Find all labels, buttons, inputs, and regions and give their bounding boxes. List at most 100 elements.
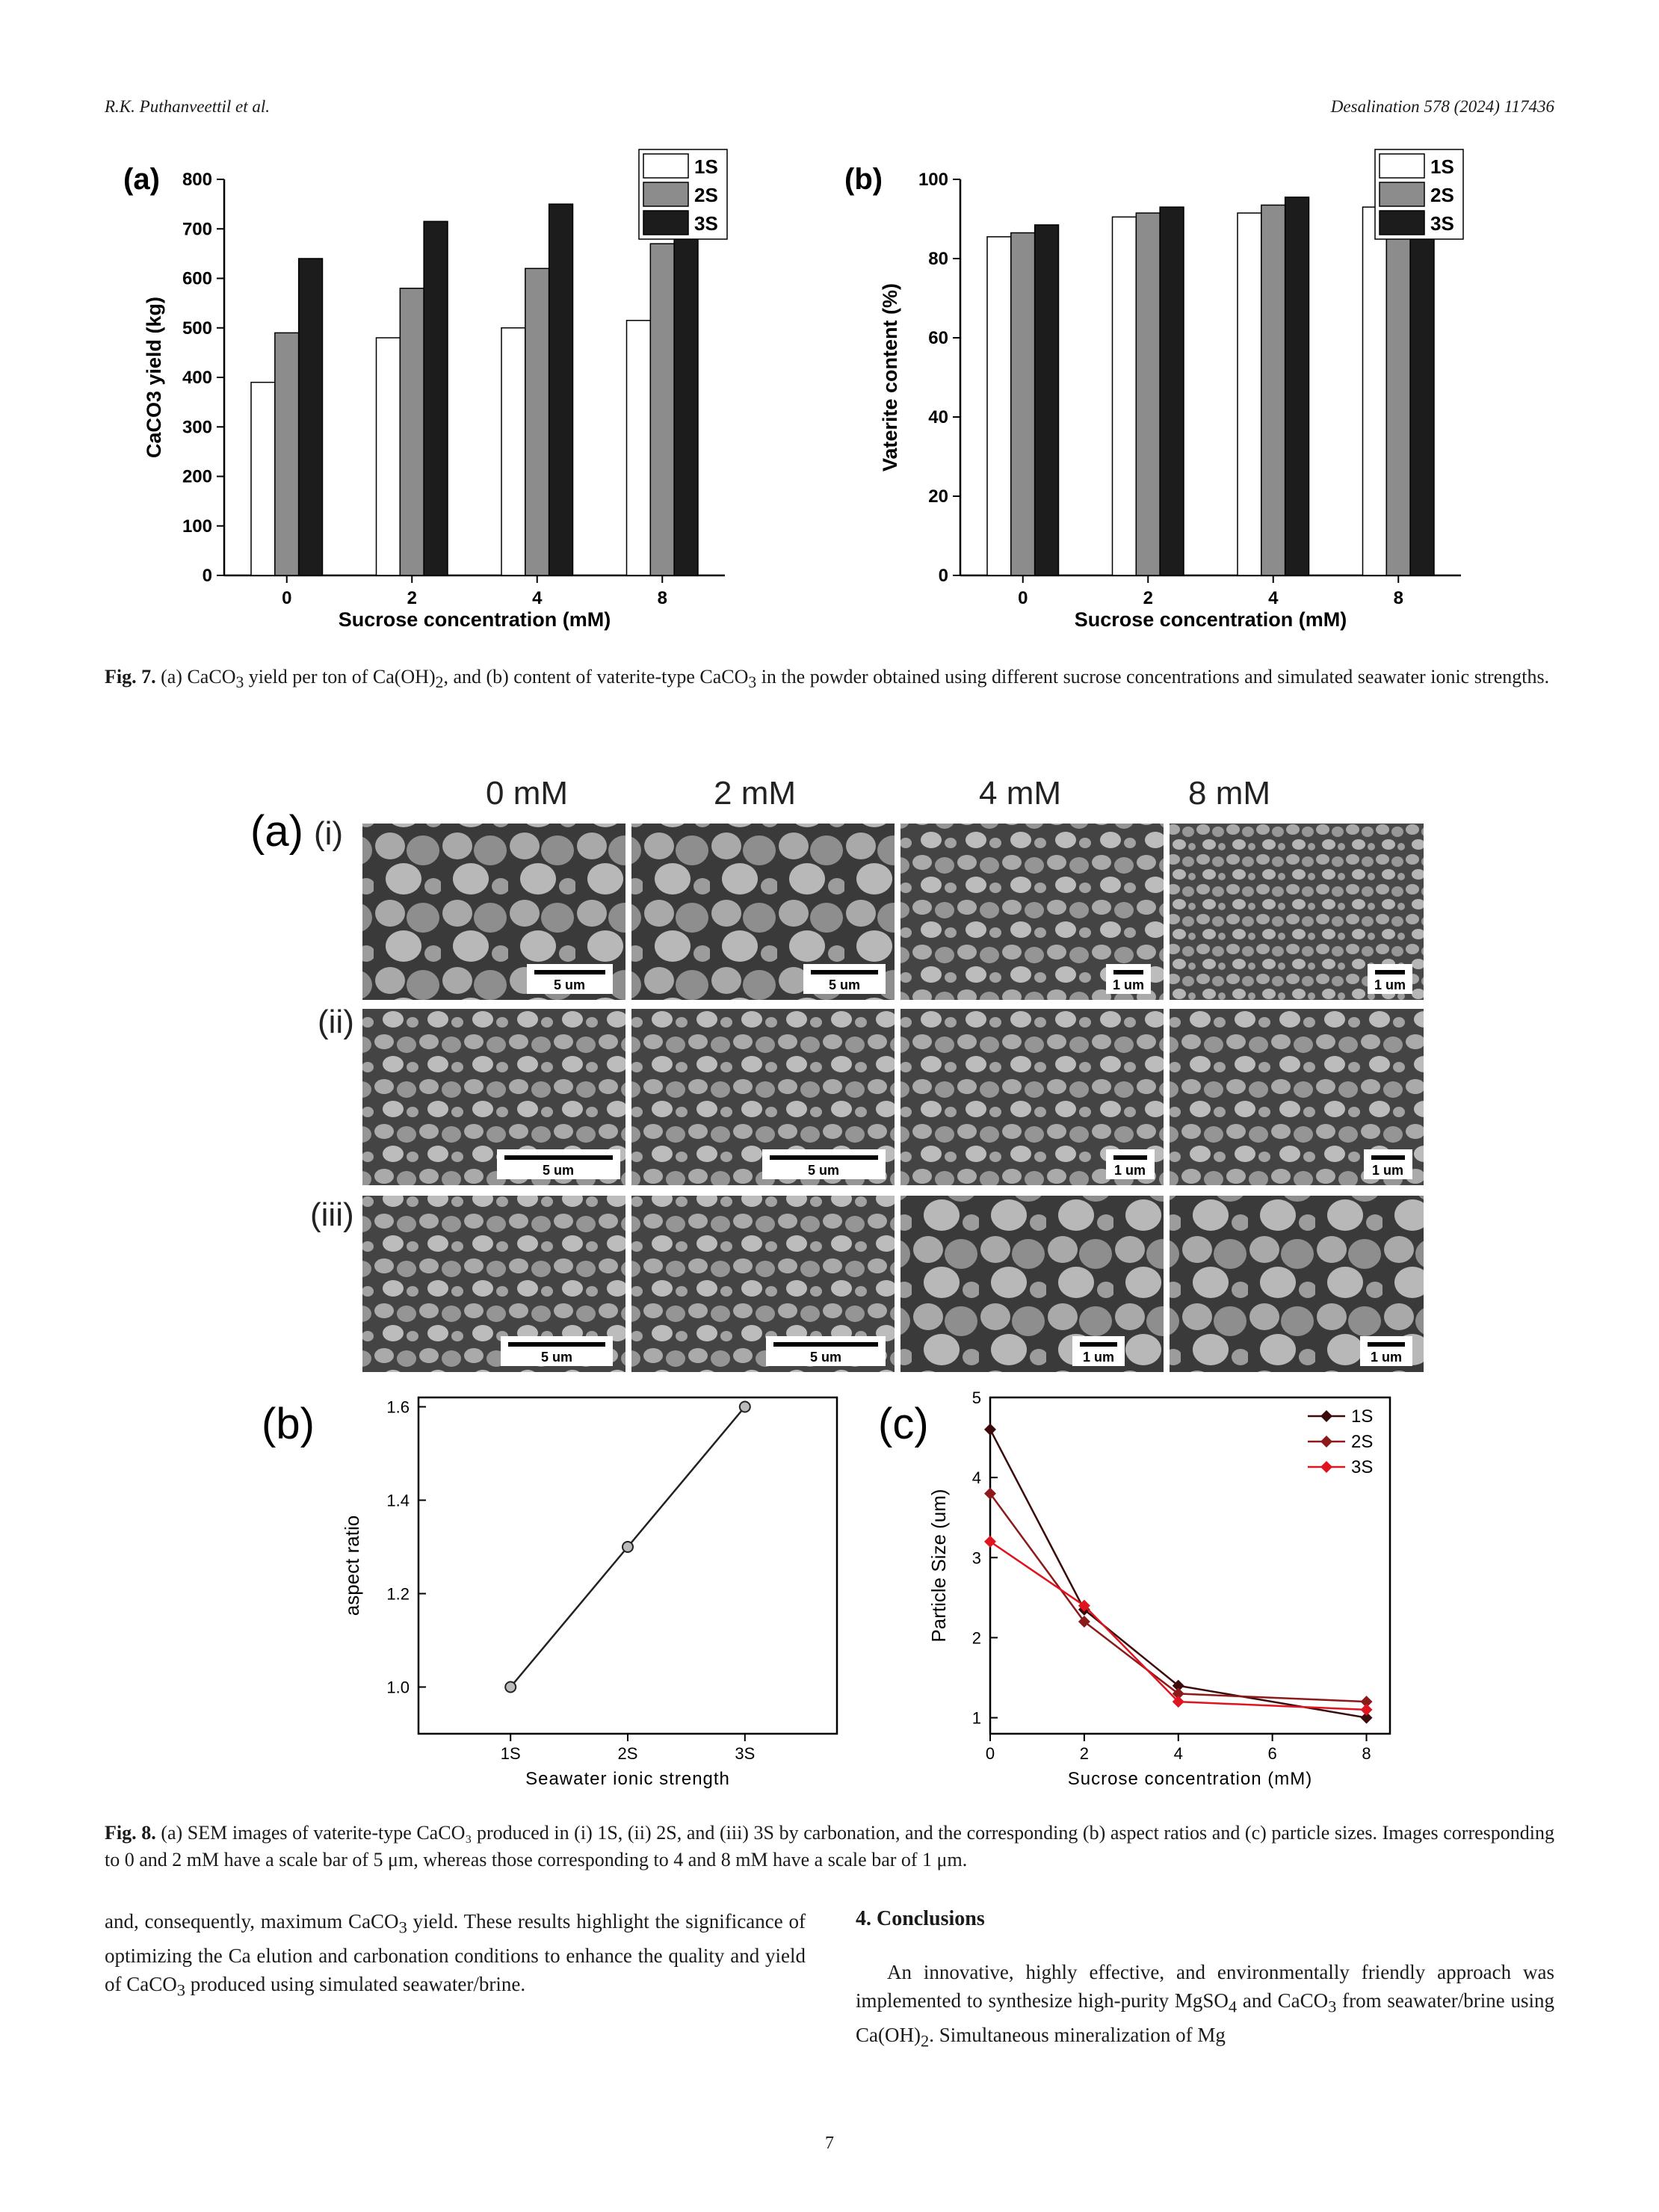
fig8b-y-axis-label: aspect ratio bbox=[341, 1516, 363, 1616]
fig7b-x-tick-label: 8 bbox=[1394, 588, 1403, 608]
fig8c-plot-frame bbox=[989, 1396, 1391, 1735]
fig7b-bar-1S bbox=[986, 236, 1012, 576]
fig8c-x-axis-label: Sucrose concentration (mM) bbox=[1068, 1769, 1312, 1789]
fig8b-y-tick-label: 1.4 bbox=[386, 1492, 410, 1510]
fig7b-legend-swatch bbox=[1379, 182, 1425, 207]
body-text: produced using simulated seawater/brine. bbox=[185, 1973, 526, 1996]
scale-bar-i-2mM: 5 um bbox=[829, 977, 860, 992]
conclusions-paragraph: An innovative, highly effective, and env… bbox=[856, 1958, 1554, 2056]
scale-bar-i-0mM: 5 um bbox=[554, 977, 585, 992]
fig8c-point-1S bbox=[1172, 1679, 1184, 1692]
fig7a-bar-3S bbox=[297, 258, 324, 576]
fig8-caption: Fig. 8. (a) SEM images of vaterite-type … bbox=[105, 1820, 1554, 1873]
fig7a-bar-1S bbox=[501, 327, 526, 576]
fig7-panel-a-label: (a) bbox=[123, 163, 160, 196]
fig7a-x-axis-label: Sucrose concentration (mM) bbox=[339, 608, 611, 631]
fig8c-legend-marker bbox=[1320, 1410, 1332, 1422]
fig8-caption-text: (a) SEM images of vaterite-type CaCO₃ pr… bbox=[105, 1822, 1555, 1870]
row-label-i: (i) bbox=[314, 815, 343, 852]
fig7b-bar-3S bbox=[1034, 224, 1060, 576]
body-right-column: 4. Conclusions An innovative, highly eff… bbox=[856, 1907, 1554, 2056]
fig7a-y-tick-label: 0 bbox=[203, 566, 212, 586]
fig8c-y-tick-label: 4 bbox=[972, 1468, 981, 1487]
fig7a-y-tick-label: 800 bbox=[182, 170, 212, 190]
body-text: . Simultaneous mineralization of Mg bbox=[929, 2024, 1226, 2047]
fig7b-bar-2S bbox=[1010, 232, 1036, 576]
fig7a-bar-3S bbox=[423, 220, 448, 576]
sub: 2 bbox=[435, 673, 444, 692]
fig8b-y-tick-label: 1.6 bbox=[386, 1398, 410, 1417]
running-header-authors: R.K. Puthanveettil et al. bbox=[105, 97, 271, 116]
fig7b-x-tick-label: 2 bbox=[1143, 588, 1153, 608]
fig7-caption-t3: , and (b) content of vaterite-type CaCO bbox=[443, 666, 749, 688]
scale-bar-ii-2mM: 5 um bbox=[808, 1163, 839, 1178]
fig8c-x-tick-label: 4 bbox=[1174, 1744, 1183, 1763]
scale-bar-iii-8mM: 1 um bbox=[1371, 1350, 1402, 1365]
fig7a-y-tick-label: 700 bbox=[182, 219, 212, 239]
fig7-panel-b-label: (b) bbox=[844, 163, 883, 196]
fig7a-y-axis-label: CaCO3 yield (kg) bbox=[143, 297, 165, 458]
fig7a-bar-1S bbox=[250, 381, 276, 576]
fig8b-plot-frame bbox=[417, 1396, 838, 1735]
scale-bar-iii-4mM: 1 um bbox=[1083, 1350, 1114, 1365]
fig8c-legend-marker bbox=[1320, 1436, 1332, 1448]
fig7b-y-tick-label: 40 bbox=[928, 407, 948, 427]
fig8c-y-axis-label: Particle Size (um) bbox=[927, 1489, 950, 1642]
sub: 3 bbox=[235, 673, 244, 692]
fig8c-y-tick-label: 3 bbox=[972, 1548, 981, 1567]
fig8c-x-tick-label: 2 bbox=[1080, 1744, 1089, 1763]
row-label-ii: (ii) bbox=[318, 1004, 354, 1040]
sub: 2 bbox=[920, 2031, 930, 2051]
fig7b-bar-1S bbox=[1237, 212, 1262, 576]
fig8c-point-3S bbox=[1078, 1599, 1090, 1612]
fig8b-aspect-ratio-chart: 1.0 1.2 1.4 1.6 1S 2S 3S Seawater ionic strengt… bbox=[341, 1396, 838, 1789]
fig8c-point-2S bbox=[1078, 1616, 1090, 1628]
scale-bar-ii-8mM: 1 um bbox=[1372, 1163, 1403, 1178]
fig7b-y-axis-label: Vaterite content (%) bbox=[879, 283, 901, 472]
fig7b-bar-2S bbox=[1261, 204, 1286, 576]
fig7b-x-axis-label: Sucrose concentration (mM) bbox=[1075, 608, 1347, 631]
col-header-4mM: 4 mM bbox=[979, 775, 1061, 812]
fig7b-bar-3S bbox=[1284, 197, 1310, 576]
fig7b-y-tick-label: 60 bbox=[928, 328, 948, 348]
fig8b-point bbox=[504, 1681, 517, 1693]
fig7a-bar-2S bbox=[399, 288, 424, 576]
fig7a-y-tick-label: 600 bbox=[182, 269, 212, 289]
fig7a-legend-label: 1S bbox=[694, 155, 718, 178]
scale-bar-iii-0mM: 5 um bbox=[541, 1350, 572, 1365]
scale-bar-i-4mM: 1 um bbox=[1113, 977, 1144, 992]
row-label-iii: (iii) bbox=[310, 1196, 354, 1233]
fig7a-legend-swatch bbox=[643, 182, 689, 207]
fig7a-y-tick-label: 300 bbox=[182, 417, 212, 437]
fig8c-point-3S bbox=[1172, 1696, 1184, 1708]
fig7a-x-tick-label: 2 bbox=[407, 588, 417, 608]
fig8c-x-tick-label: 0 bbox=[986, 1744, 995, 1763]
fig7b-bar-3S bbox=[1159, 206, 1184, 576]
body-text: An innovative, highly effective, and env… bbox=[856, 1961, 1554, 2012]
fig8b-x-tick-label: 1S bbox=[501, 1744, 521, 1763]
scale-bar-iii-2mM: 5 um bbox=[810, 1350, 841, 1365]
fig7b-y-tick-label: 80 bbox=[928, 249, 948, 269]
fig8c-x-tick-label: 6 bbox=[1268, 1744, 1277, 1763]
fig7b-y-tick-label: 0 bbox=[939, 566, 948, 586]
fig8c-series-line-2S bbox=[989, 1492, 1367, 1703]
fig8c-legend-marker bbox=[1320, 1461, 1332, 1473]
fig8c-point-1S bbox=[984, 1423, 996, 1436]
col-header-2mM: 2 mM bbox=[714, 775, 796, 812]
fig7a-x-tick-label: 0 bbox=[282, 588, 291, 608]
fig7b-legend-label: 3S bbox=[1430, 212, 1454, 235]
body-text: from seawater/brine using Ca(OH) bbox=[856, 1989, 1554, 2047]
fig8-panel-b-label: (b) bbox=[262, 1400, 315, 1448]
body-text: and, consequently, maximum CaCO bbox=[105, 1910, 399, 1933]
scale-bar-i-8mM: 1 um bbox=[1374, 977, 1406, 992]
running-header-journal: Desalination 578 (2024) 117436 bbox=[1330, 97, 1554, 116]
fig7-caption: Fig. 7. (a) CaCO3 yield per ton of Ca(OH… bbox=[105, 664, 1554, 696]
fig7a-x-tick-label: 8 bbox=[658, 588, 667, 608]
fig7b-y-tick-label: 20 bbox=[928, 486, 948, 507]
fig8b-x-axis-label: Seawater ionic strength bbox=[525, 1769, 730, 1789]
fig8-panel-c-label: (c) bbox=[878, 1400, 929, 1448]
fig7a-y-tick-label: 100 bbox=[182, 516, 212, 537]
fig7a-bar-3S bbox=[548, 203, 574, 576]
body-text: yield. These results highlight the signi… bbox=[105, 1910, 806, 1996]
